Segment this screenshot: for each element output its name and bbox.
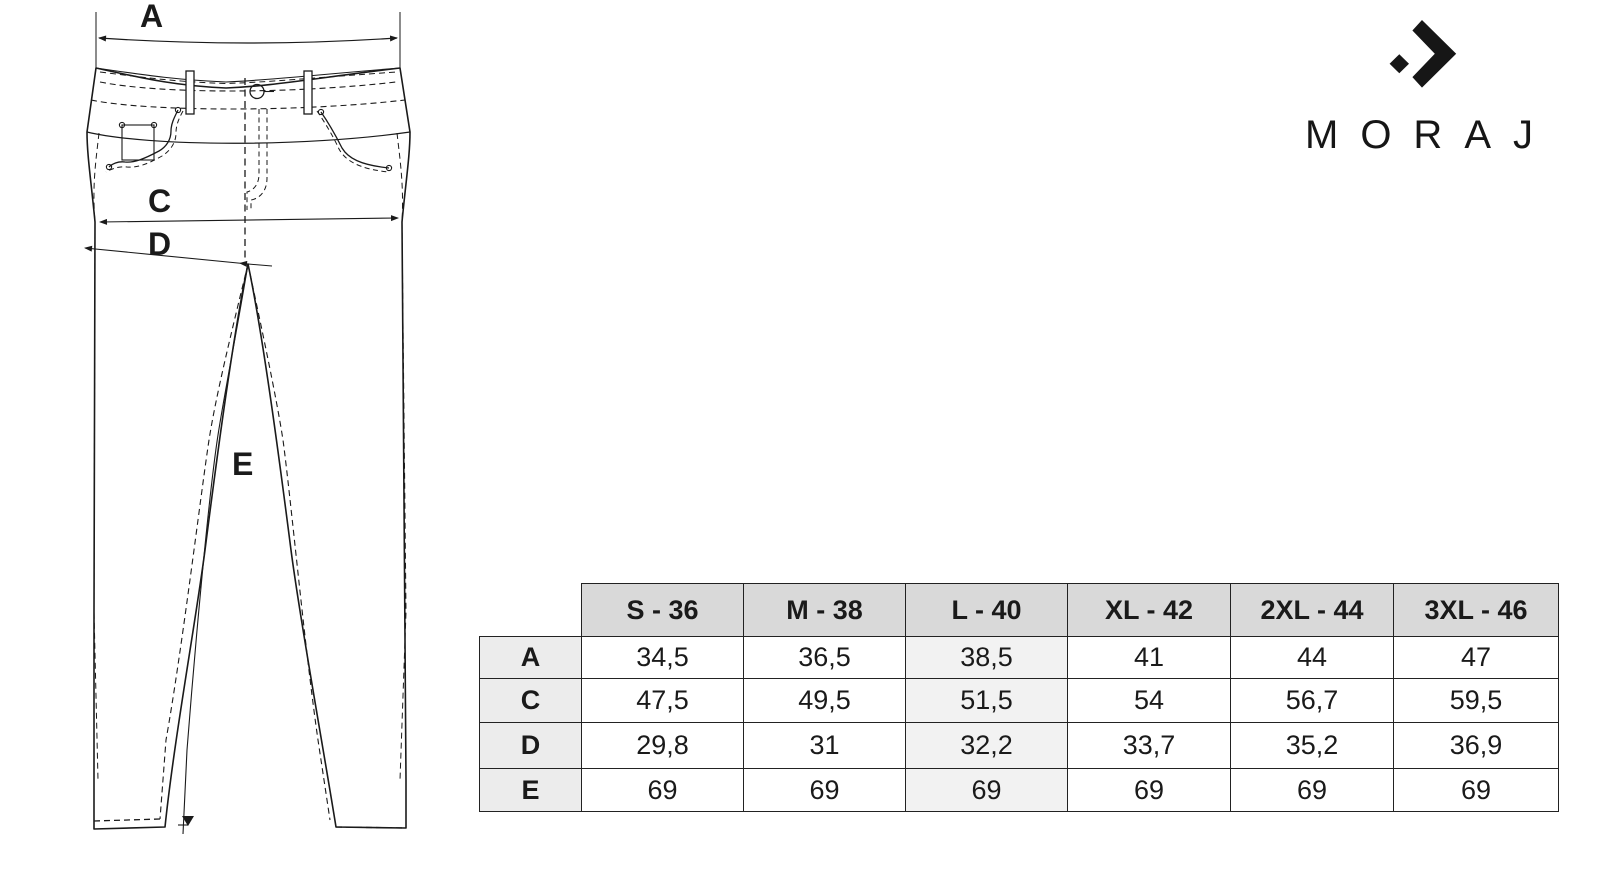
- svg-text:E: E: [232, 446, 253, 482]
- svg-text:C: C: [148, 183, 171, 219]
- svg-text:A: A: [140, 0, 163, 34]
- svg-text:MORAJ: MORAJ: [1305, 113, 1555, 157]
